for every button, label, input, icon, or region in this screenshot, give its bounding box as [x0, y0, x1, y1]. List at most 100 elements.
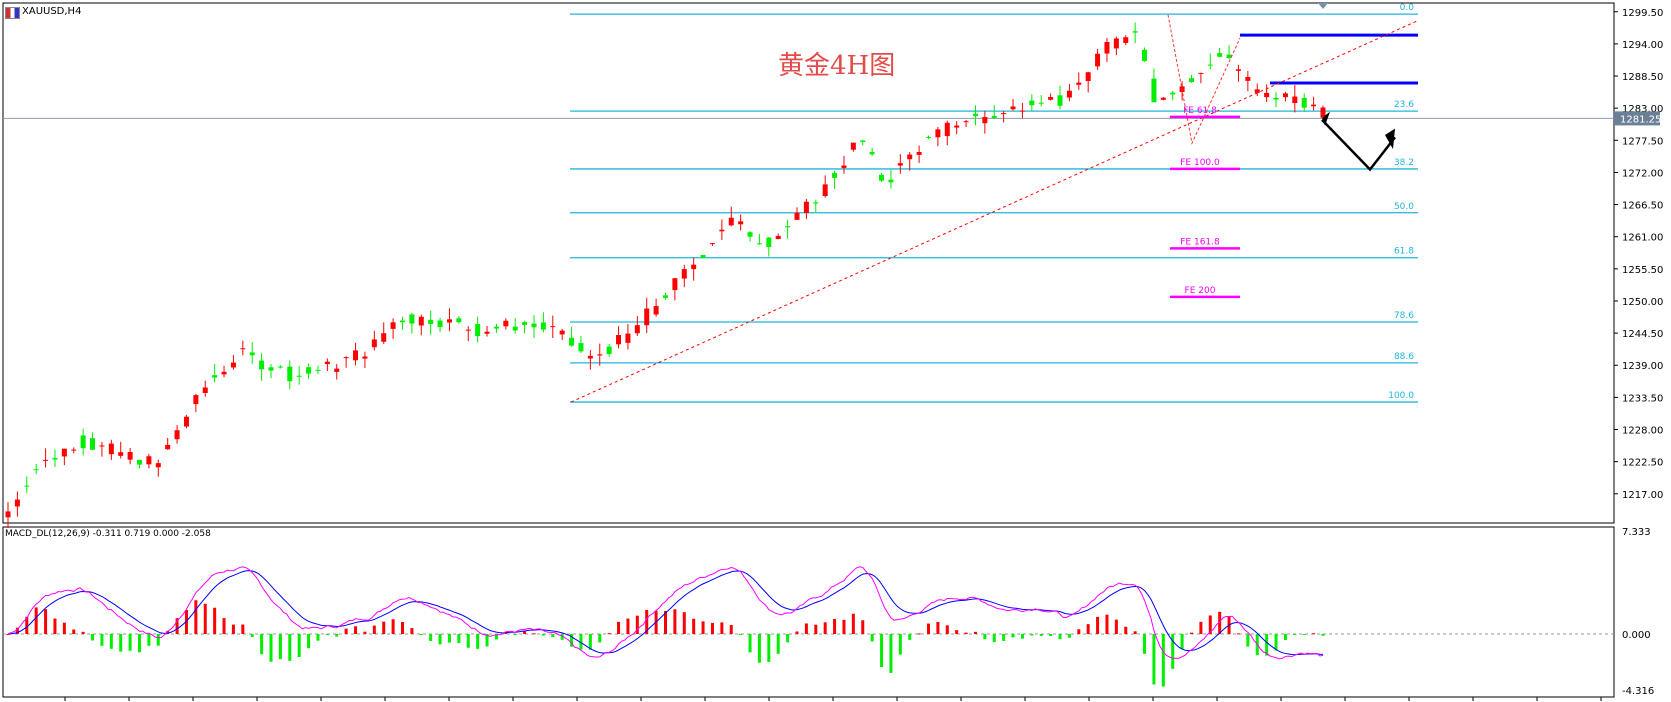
macd-bar — [523, 631, 527, 635]
macd-bar — [1180, 634, 1184, 650]
candle — [71, 447, 77, 454]
macd-bar — [823, 622, 827, 635]
candle-body — [127, 451, 133, 460]
macd-bar — [889, 634, 893, 673]
candle-body — [183, 416, 189, 427]
macd-bar — [213, 607, 217, 635]
candle-body — [1085, 72, 1091, 82]
candle — [334, 363, 340, 380]
candle-body — [1207, 64, 1213, 66]
macd-bar — [447, 634, 451, 643]
candle — [982, 110, 988, 134]
macd-bar — [81, 631, 85, 635]
trend-line — [570, 20, 1419, 403]
candle — [99, 441, 105, 457]
y-tick-label: 1283.00 — [1622, 104, 1663, 115]
candle-body — [1123, 37, 1129, 43]
candle — [1273, 92, 1279, 108]
macd-bar — [851, 613, 855, 635]
macd-bar — [1011, 634, 1015, 638]
candle-body — [888, 179, 894, 183]
candle — [1235, 64, 1241, 82]
candle — [1282, 91, 1288, 102]
candle — [832, 170, 838, 189]
macd-bar — [1143, 634, 1147, 654]
fib-level-label: 0.0 — [1400, 3, 1415, 13]
candle-body — [1038, 102, 1044, 104]
macd-bar — [222, 618, 226, 635]
candle-body — [503, 320, 509, 327]
candle-body — [437, 320, 443, 328]
candle — [1320, 105, 1326, 120]
macd-bar — [354, 626, 358, 635]
candle-body — [1001, 113, 1007, 115]
candle — [1198, 72, 1204, 84]
macd-line — [7, 570, 1324, 656]
candle — [813, 199, 819, 213]
candle — [446, 308, 452, 332]
candle-body — [108, 443, 114, 455]
candle-body — [1170, 92, 1176, 95]
macd-bar — [804, 623, 808, 635]
candle-body — [803, 201, 809, 214]
candle-body — [202, 387, 208, 393]
macd-label: MACD_DL(12,26,9) -0.311 0.719 0.000 -2.0… — [5, 529, 211, 539]
macd-bar — [842, 619, 846, 635]
candle — [785, 219, 791, 239]
y-tick-label: 1239.00 — [1622, 361, 1663, 372]
fib-level-label: 88.6 — [1394, 352, 1414, 362]
macd-bar — [147, 634, 151, 646]
macd-bar — [1312, 633, 1316, 635]
candle-body — [916, 152, 922, 155]
candle-body — [14, 499, 20, 507]
candle-body — [259, 360, 265, 370]
candle-body — [709, 243, 715, 245]
candle-body — [287, 366, 293, 382]
macd-bar — [316, 634, 320, 641]
macd-bar — [983, 634, 987, 640]
macd-bar — [701, 621, 705, 635]
candle — [850, 142, 856, 152]
candle-body — [99, 445, 105, 447]
macd-bar — [748, 634, 752, 653]
candle-body — [428, 319, 434, 324]
candle — [1160, 97, 1166, 101]
candle — [174, 425, 180, 444]
candle-body — [644, 308, 650, 326]
candle-body — [935, 129, 941, 138]
candle-body — [531, 323, 537, 328]
candle — [127, 447, 133, 465]
macd-bar — [466, 634, 470, 648]
candle — [550, 315, 556, 339]
candle-body — [381, 333, 387, 342]
candle-body — [1104, 41, 1110, 54]
candle-body — [1076, 82, 1082, 85]
candle — [803, 198, 809, 220]
candle — [1066, 83, 1072, 102]
macd-bar — [955, 630, 959, 635]
candle-body — [719, 229, 725, 232]
candle — [14, 491, 20, 517]
candle — [1057, 85, 1063, 110]
candle — [991, 105, 997, 119]
candle-body — [663, 295, 668, 298]
candle-body — [334, 368, 340, 372]
candle-body — [700, 255, 706, 258]
candle-body — [174, 430, 180, 440]
macd-bar — [485, 634, 489, 647]
macd-bar — [269, 634, 273, 662]
candle — [1113, 36, 1119, 56]
candle — [418, 314, 424, 336]
candle — [259, 353, 265, 381]
macd-bar — [1002, 634, 1006, 641]
fib-level-label: 23.6 — [1394, 100, 1414, 110]
macd-bar — [15, 627, 19, 635]
candle — [522, 320, 528, 334]
macd-bar — [391, 619, 395, 635]
macd-bar — [1171, 634, 1175, 669]
candle — [52, 449, 58, 467]
candle-body — [1254, 89, 1260, 93]
candle-body — [1142, 49, 1148, 61]
candle — [240, 340, 246, 356]
